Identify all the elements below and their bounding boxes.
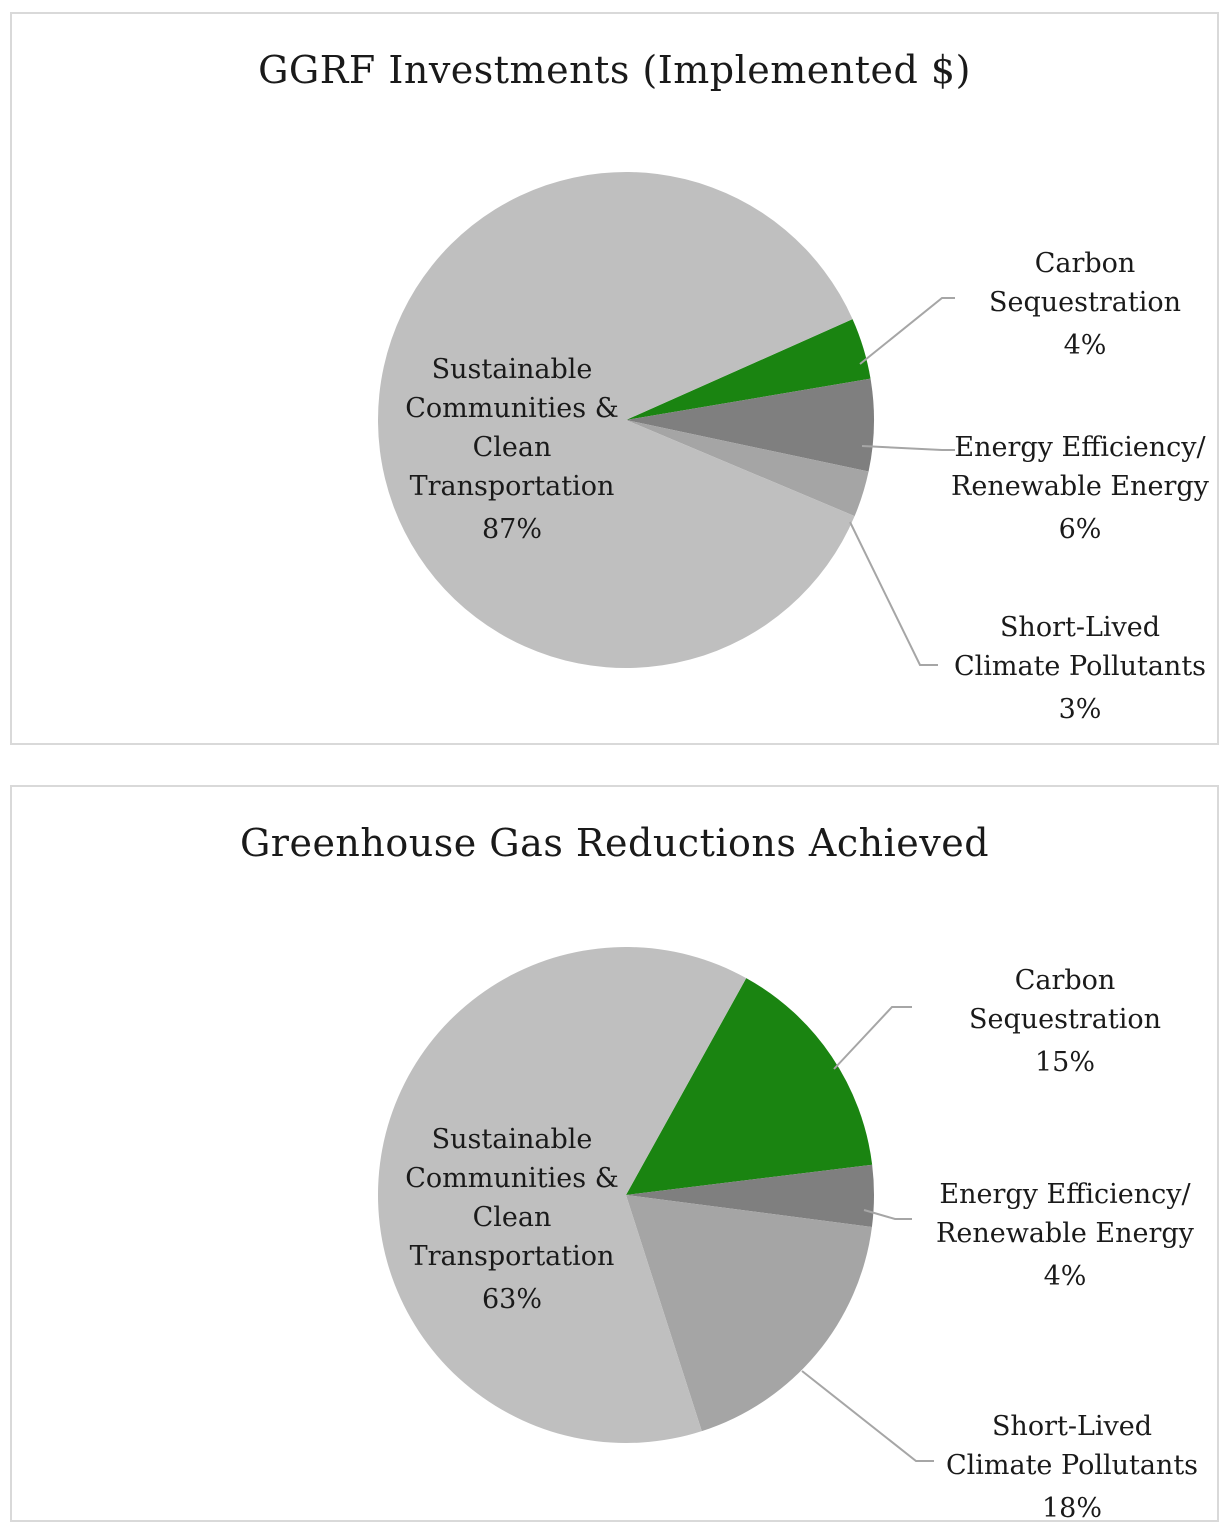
leader-line [861,445,955,451]
slice-percent-label: 3% [1059,694,1102,725]
slice-label-text: Transportation [410,1241,615,1272]
pie-slice-short-lived-climate-pollutants [626,420,869,517]
pie-chart-investments: Sustainable Communities & Clean Transportat… [378,172,1210,725]
slice-percent-label: 63% [482,1284,542,1315]
slice-percent-label: 6% [1059,514,1102,545]
leader-line [863,1209,912,1220]
slice-label: Carbon Sequestration 4% [989,248,1181,361]
pie-slice-short-lived-climate-pollutants [626,1195,872,1432]
slice-label: Sustainable Communities & Clean Transportat… [405,354,618,545]
slice-label-text: Carbon [1035,248,1136,279]
pie-slice-sustainable-communities-clean-transportation [378,947,747,1443]
slice-label-text: Communities & [405,1163,618,1194]
slice-label-text: Energy Efficiency/ [954,432,1206,463]
pie-chart-ghg-reductions: Sustainable Communities & Clean Transportat… [378,947,1198,1520]
pie-slice-sustainable-communities-clean-transportation [378,172,855,668]
slice-label-text: Climate Pollutants [946,1450,1198,1481]
slice-label-text: Energy Efficiency/ [939,1179,1191,1210]
chart-panel-investments: GGRF Investments (Implemented $) Sustain… [10,12,1219,745]
slice-label: Energy Efficiency/Renewable Energy 6% [951,432,1210,545]
slice-label-text: Sequestration [969,1004,1161,1035]
leader-line [859,297,955,365]
slice-label: Carbon Sequestration 15% [969,965,1161,1078]
slice-label-text: Transportation [410,471,615,502]
slice-percent-label: 18% [1042,1493,1102,1520]
slice-label-text: Clean [473,432,552,463]
slice-percent-label: 87% [482,514,542,545]
slice-label: Energy Efficiency/Renewable Energy 4% [936,1179,1195,1292]
leader-line [833,1006,912,1070]
slice-label-text: Climate Pollutants [954,651,1206,682]
slice-label: Short-Lived Climate Pollutants 18% [946,1411,1198,1520]
slice-label-text: Sustainable [432,354,593,385]
slice-label-text: Short-Lived [992,1411,1152,1442]
slice-label-text: Renewable Energy [951,471,1210,502]
slice-label-text: Communities & [405,393,618,424]
slice-label-text: Clean [473,1202,552,1233]
slice-label-text: Renewable Energy [936,1218,1195,1249]
slice-label: Short-Lived Climate Pollutants 3% [954,612,1206,725]
leader-line [801,1370,934,1462]
slice-label-text: Short-Lived [1000,612,1160,643]
slice-percent-label: 4% [1064,330,1107,361]
slice-label-text: Sustainable [432,1124,593,1155]
pie-slice-energy-efficiency-renewable-energy [626,378,874,472]
chart-title: Greenhouse Gas Reductions Achieved [239,821,990,865]
pie-slice-carbon-sequestration [626,319,871,420]
pie-slice-carbon-sequestration [626,978,873,1195]
pie-slice-energy-efficiency-renewable-energy [626,1164,874,1227]
slice-label-text: Sequestration [989,287,1181,318]
slice-label-text: Carbon [1015,965,1116,996]
slice-percent-label: 4% [1044,1261,1087,1292]
chart-panel-ghg-reductions: Greenhouse Gas Reductions Achieved Susta… [10,785,1219,1522]
leader-line [849,521,938,666]
chart-title: GGRF Investments (Implemented $) [258,48,971,92]
slice-percent-label: 15% [1035,1047,1095,1078]
slice-label: Sustainable Communities & Clean Transportat… [405,1124,618,1315]
